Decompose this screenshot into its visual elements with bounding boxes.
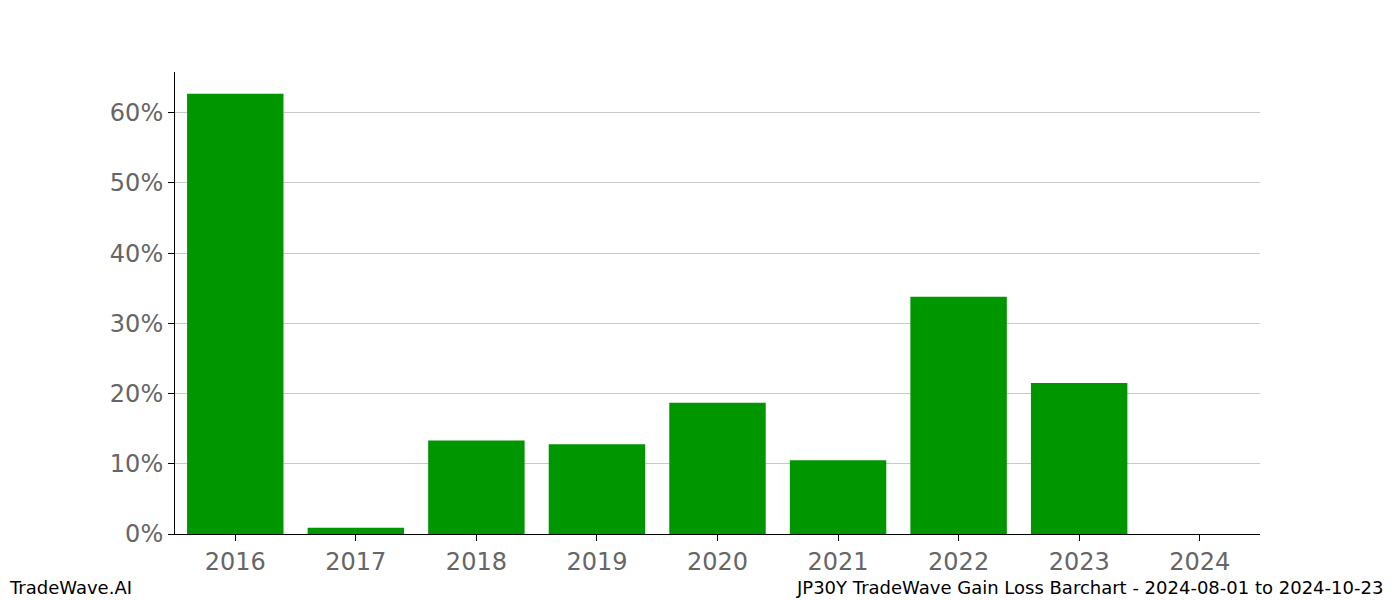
svg-text:2021: 2021 xyxy=(808,548,869,576)
svg-text:JP30Y TradeWave Gain Loss Barc: JP30Y TradeWave Gain Loss Barchart - 202… xyxy=(796,577,1383,598)
svg-text:10%: 10% xyxy=(110,450,163,478)
svg-text:2018: 2018 xyxy=(446,548,507,576)
svg-text:2020: 2020 xyxy=(687,548,748,576)
svg-text:2023: 2023 xyxy=(1049,548,1110,576)
svg-text:2024: 2024 xyxy=(1169,548,1230,576)
svg-text:2017: 2017 xyxy=(325,548,386,576)
svg-text:40%: 40% xyxy=(110,240,163,268)
svg-text:30%: 30% xyxy=(110,310,163,338)
svg-text:60%: 60% xyxy=(110,99,163,127)
svg-text:2022: 2022 xyxy=(928,548,989,576)
svg-text:0%: 0% xyxy=(125,520,163,548)
svg-text:20%: 20% xyxy=(110,380,163,408)
svg-text:2019: 2019 xyxy=(566,548,627,576)
svg-text:2016: 2016 xyxy=(205,548,266,576)
svg-text:TradeWave.AI: TradeWave.AI xyxy=(9,577,132,598)
svg-text:50%: 50% xyxy=(110,169,163,197)
